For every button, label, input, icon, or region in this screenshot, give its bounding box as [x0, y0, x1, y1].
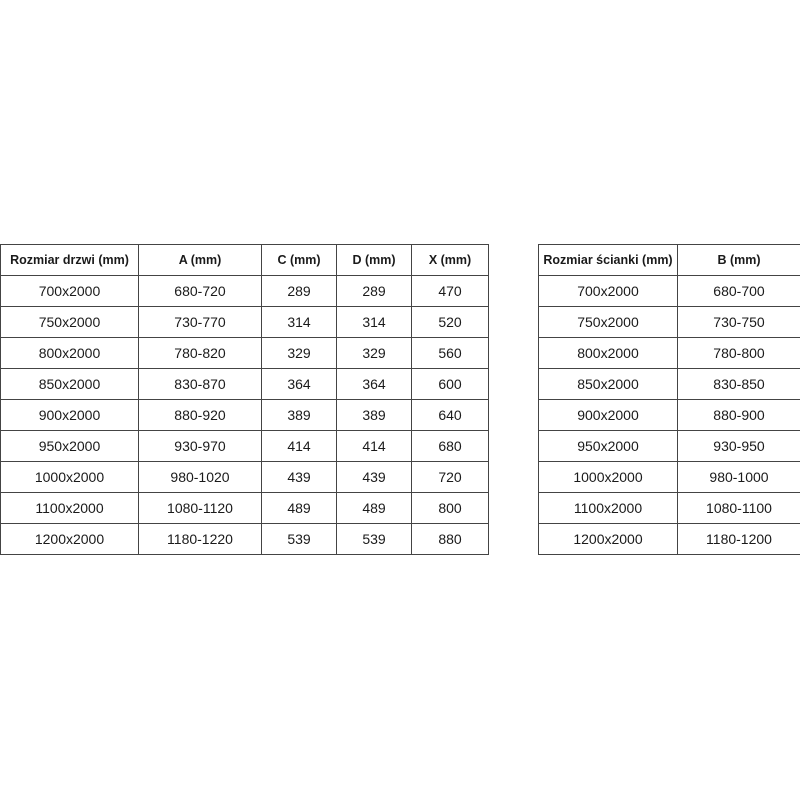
- table-cell: 314: [336, 306, 412, 338]
- table-cell: 680: [411, 430, 489, 462]
- table-cell: 414: [336, 430, 412, 462]
- table-cell: 560: [411, 337, 489, 369]
- table-cell: 950x2000: [538, 430, 678, 462]
- table-cell: 1180-1220: [138, 523, 262, 555]
- table-row: 1100x2000 1080-1120 489 489 800: [0, 492, 489, 524]
- table-cell: 329: [336, 337, 412, 369]
- table-cell: 1100x2000: [538, 492, 678, 524]
- table-cell: 1200x2000: [538, 523, 678, 555]
- table-cell: 1080-1120: [138, 492, 262, 524]
- table-row: 1200x2000 1180-1220 539 539 880: [0, 523, 489, 555]
- column-header: C (mm): [261, 244, 337, 276]
- column-header: Rozmiar drzwi (mm): [0, 244, 139, 276]
- table-cell: 750x2000: [0, 306, 139, 338]
- table-row: 750x2000 730-750: [538, 306, 800, 338]
- table-cell: 780-820: [138, 337, 262, 369]
- table-cell: 439: [261, 461, 337, 493]
- column-header: D (mm): [336, 244, 412, 276]
- table-cell: 980-1000: [677, 461, 800, 493]
- table-row: 1000x2000 980-1020 439 439 720: [0, 461, 489, 493]
- table-row: 950x2000 930-970 414 414 680: [0, 430, 489, 462]
- column-header: A (mm): [138, 244, 262, 276]
- table-cell: 364: [336, 368, 412, 400]
- table-cell: 680-720: [138, 275, 262, 307]
- table-cell: 850x2000: [0, 368, 139, 400]
- door-size-table: Rozmiar drzwi (mm) A (mm) C (mm) D (mm) X (m…: [0, 244, 489, 555]
- table-cell: 980-1020: [138, 461, 262, 493]
- table-cell: 680-700: [677, 275, 800, 307]
- table-cell: 439: [336, 461, 412, 493]
- wall-size-table: Rozmiar ścianki (mm) B (mm) 700x2000 680-7…: [538, 244, 800, 555]
- table-cell: 880: [411, 523, 489, 555]
- table-cell: 950x2000: [0, 430, 139, 462]
- table-cell: 600: [411, 368, 489, 400]
- table-row: 700x2000 680-720 289 289 470: [0, 275, 489, 307]
- table-row: 1000x2000 980-1000: [538, 461, 800, 493]
- table-cell: 900x2000: [0, 399, 139, 431]
- table-cell: 1000x2000: [0, 461, 139, 493]
- table-row: 700x2000 680-700: [538, 275, 800, 307]
- table-cell: 389: [336, 399, 412, 431]
- table-row: 850x2000 830-850: [538, 368, 800, 400]
- table-cell: 700x2000: [0, 275, 139, 307]
- table-cell: 314: [261, 306, 337, 338]
- table-cell: 930-950: [677, 430, 800, 462]
- table-cell: 364: [261, 368, 337, 400]
- table-cell: 800x2000: [538, 337, 678, 369]
- table-row: 900x2000 880-900: [538, 399, 800, 431]
- table-cell: 850x2000: [538, 368, 678, 400]
- table-cell: 880-900: [677, 399, 800, 431]
- table-cell: 730-750: [677, 306, 800, 338]
- table-cell: 1080-1100: [677, 492, 800, 524]
- table-cell: 520: [411, 306, 489, 338]
- table-row: 950x2000 930-950: [538, 430, 800, 462]
- table-cell: 750x2000: [538, 306, 678, 338]
- column-header: X (mm): [411, 244, 489, 276]
- table-cell: 539: [261, 523, 337, 555]
- table-cell: 1000x2000: [538, 461, 678, 493]
- table-cell: 880-920: [138, 399, 262, 431]
- table-row: 800x2000 780-800: [538, 337, 800, 369]
- table-row: 850x2000 830-870 364 364 600: [0, 368, 489, 400]
- table-cell: 640: [411, 399, 489, 431]
- table-row: 800x2000 780-820 329 329 560: [0, 337, 489, 369]
- column-header: B (mm): [677, 244, 800, 276]
- table-cell: 800x2000: [0, 337, 139, 369]
- table-cell: 539: [336, 523, 412, 555]
- header-row: Rozmiar ścianki (mm) B (mm): [538, 244, 800, 276]
- table-cell: 289: [336, 275, 412, 307]
- table-cell: 830-850: [677, 368, 800, 400]
- table-cell: 780-800: [677, 337, 800, 369]
- table-cell: 414: [261, 430, 337, 462]
- table-cell: 930-970: [138, 430, 262, 462]
- table-row: 1100x2000 1080-1100: [538, 492, 800, 524]
- table-row: 1200x2000 1180-1200: [538, 523, 800, 555]
- table-cell: 1200x2000: [0, 523, 139, 555]
- table-cell: 489: [261, 492, 337, 524]
- table-cell: 289: [261, 275, 337, 307]
- table-cell: 730-770: [138, 306, 262, 338]
- table-cell: 389: [261, 399, 337, 431]
- table-row: 750x2000 730-770 314 314 520: [0, 306, 489, 338]
- table-cell: 900x2000: [538, 399, 678, 431]
- table-cell: 1100x2000: [0, 492, 139, 524]
- table-cell: 470: [411, 275, 489, 307]
- table-cell: 800: [411, 492, 489, 524]
- table-cell: 1180-1200: [677, 523, 800, 555]
- column-header: Rozmiar ścianki (mm): [538, 244, 678, 276]
- header-row: Rozmiar drzwi (mm) A (mm) C (mm) D (mm) X (m…: [0, 244, 489, 276]
- table-cell: 700x2000: [538, 275, 678, 307]
- table-row: 900x2000 880-920 389 389 640: [0, 399, 489, 431]
- table-cell: 720: [411, 461, 489, 493]
- table-cell: 329: [261, 337, 337, 369]
- table-cell: 830-870: [138, 368, 262, 400]
- table-cell: 489: [336, 492, 412, 524]
